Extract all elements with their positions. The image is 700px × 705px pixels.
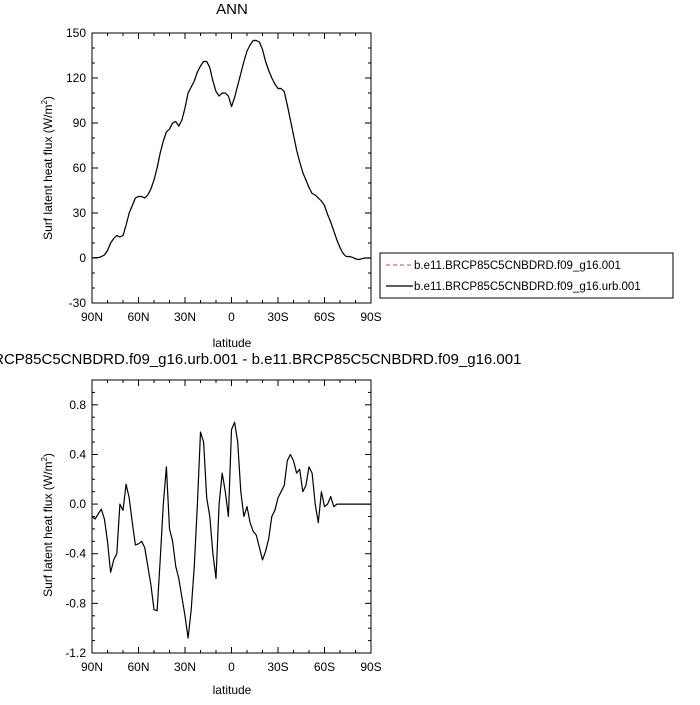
panel1-ylabel-tail: ) (41, 96, 55, 100)
legend-label-control: b.e11.BRCP85C5CNBDRD.f09_g16.001 (414, 260, 621, 272)
panel1-ytick-label: 30 (73, 206, 87, 220)
legend: b.e11.BRCP85C5CNBDRD.f09_g16.001 b.e11.B… (379, 252, 674, 299)
legend-box (379, 252, 674, 299)
panel1-xtick-label: 90N (81, 310, 103, 324)
panel2-ytick-label: 0.8 (69, 398, 86, 412)
panel2-plot-area: -1.2 -0.8 -0.4 0.0 0.4 0.8 90N 60N 30N 0 30S 60S 90S (65, 379, 382, 674)
panel2-ytick-label: -0.4 (65, 547, 86, 561)
panel2-ylabel-main: Surf latent heat flux (W/m (41, 462, 55, 597)
panel1-ylabel-sup: 2 (40, 100, 49, 105)
panel1-xtick-label: 30N (174, 310, 196, 324)
panel1-xtick-label: 0 (228, 310, 235, 324)
panel2-ytick-label: 0.4 (69, 447, 86, 461)
panel1-ytick-label: 0 (79, 251, 86, 265)
panel2-series-line-1 (91, 421, 371, 639)
panel1-series-line-1 (91, 39, 371, 261)
panel1-ylabel-main: Surf latent heat flux (W/m (41, 105, 55, 240)
panel2-xtick-label: 90S (360, 660, 381, 674)
panel1-ytick-label: 120 (66, 71, 86, 85)
panel2-xtick-label: 60N (127, 660, 149, 674)
panel1-ytick-label: 90 (73, 116, 87, 130)
panel2-ytick-label: -1.2 (65, 646, 86, 660)
panel2-xlabel: latitude (213, 683, 252, 697)
panel1-title: ANN (216, 1, 248, 18)
panel2-ylabel-sup: 2 (40, 457, 49, 462)
panel1-ytick-label: 60 (73, 161, 87, 175)
panel1-ytick-label: 150 (66, 26, 86, 40)
panel2-xtick-label: 60S (314, 660, 335, 674)
panel1-xtick-label: 60S (314, 310, 335, 324)
panel1-xtick-label: 60N (127, 310, 149, 324)
panel2-xtick-label: 90N (81, 660, 103, 674)
panel2-frame (91, 379, 372, 654)
panel1-xlabel: latitude (213, 336, 252, 350)
panel2-ytick-label: 0.0 (69, 497, 86, 511)
panel1-xtick-label: 90S (360, 310, 381, 324)
panel1-series-line-2 (91, 39, 371, 261)
panel1-xtick-label: 30S (267, 310, 288, 324)
panel1-frame (91, 32, 372, 304)
panel2-ylabel-tail: ) (41, 453, 55, 457)
panel2-xtick-label: 0 (228, 660, 235, 674)
panel2-xtick-label: 30N (174, 660, 196, 674)
panel1-ytick-label: -30 (69, 296, 87, 310)
panel2-ylabel: Surf latent heat flux (W/m2) (40, 453, 55, 597)
panel1-ylabel: Surf latent heat flux (W/m2) (40, 96, 55, 240)
panel2-title: b.e11.BRCP85C5CNBDRD.f09_g16.urb.001 - b… (0, 351, 521, 368)
panel2-ytick-label: -0.8 (65, 596, 86, 610)
panel-difference: b.e11.BRCP85C5CNBDRD.f09_g16.urb.001 - b… (0, 351, 521, 697)
panel1-plot-area: -30 0 30 60 90 120 150 90N 60N 30N 0 30S 60S 90S (66, 26, 382, 324)
legend-label-urb: b.e11.BRCP85C5CNBDRD.f09_g16.urb.001 (414, 281, 641, 293)
panel2-xtick-label: 30S (267, 660, 288, 674)
